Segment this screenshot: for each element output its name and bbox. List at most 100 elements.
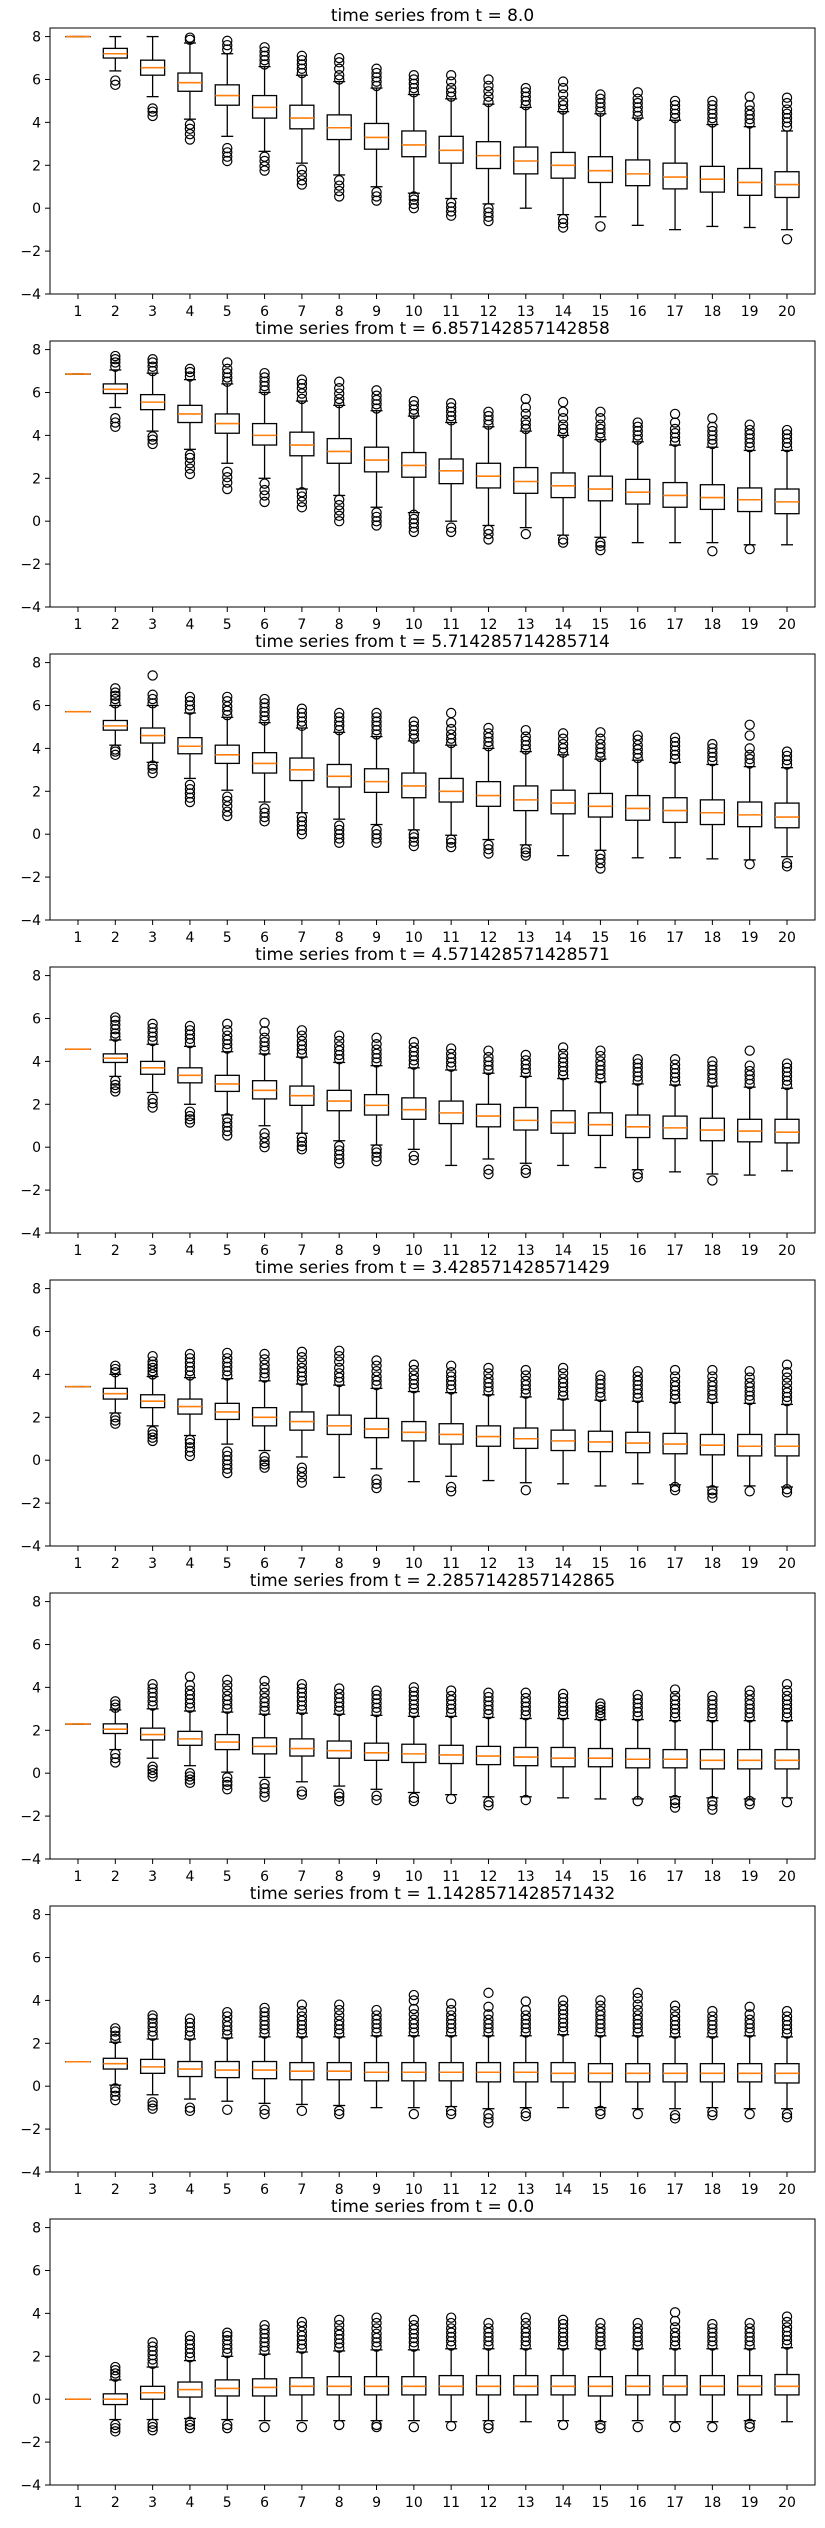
outlier-point (110, 2419, 121, 2431)
outlier-point (557, 1065, 569, 1077)
x-tick-label: 7 (297, 1869, 306, 1885)
outlier-point (259, 1372, 270, 1383)
x-tick-label: 6 (260, 617, 269, 633)
outlier-point (408, 733, 420, 744)
outlier-point (595, 863, 606, 874)
x-tick-label: 10 (405, 930, 423, 946)
outlier-point (744, 2331, 755, 2343)
iqr-box (774, 1433, 800, 1457)
box-15 (587, 1698, 614, 1800)
outlier-point (445, 1486, 457, 1497)
outlier-point (184, 1117, 196, 1128)
outlier-point (632, 1062, 643, 1074)
outlier-point (147, 1678, 158, 1690)
outlier-point (669, 112, 681, 124)
box-13 (513, 1364, 539, 1496)
box-5 (214, 35, 240, 167)
outlier-point (110, 1079, 121, 1091)
box-14 (550, 1042, 576, 1167)
outlier-point (669, 1389, 681, 1400)
outlier-point (371, 520, 382, 531)
x-tick-label: 16 (629, 1243, 647, 1259)
outlier-point (483, 1696, 494, 1707)
outlier-point (595, 537, 606, 548)
outlier-point (334, 376, 345, 387)
outlier-point (669, 1690, 681, 1702)
outlier-point (408, 513, 420, 525)
outlier-point (296, 2343, 308, 2354)
outlier-point (371, 1365, 382, 1377)
outlier-point (707, 1077, 718, 1089)
y-tick-label: 0 (32, 1766, 41, 1782)
x-tick-label: 3 (148, 1556, 157, 1572)
outlier-point (259, 807, 270, 818)
box-7 (289, 50, 315, 190)
outlier-point (781, 1796, 793, 1808)
outlier-point (222, 2419, 233, 2431)
outlier-point (445, 402, 457, 413)
outlier-point (557, 100, 569, 111)
x-tick-label: 13 (517, 1556, 535, 1572)
outlier-point (110, 1083, 121, 1094)
outlier-point (557, 2331, 569, 2343)
outlier-point (259, 1354, 270, 1365)
outlier-point (744, 419, 755, 430)
x-tick-label: 10 (405, 2182, 423, 2198)
outlier-point (259, 46, 270, 57)
box-19 (737, 91, 763, 229)
outlier-point (371, 1790, 382, 1801)
outlier-point (669, 1798, 681, 1809)
x-tick-label: 4 (185, 1869, 194, 1885)
outlier-point (669, 2028, 681, 2039)
outlier-point (781, 104, 793, 115)
iqr-box (550, 1746, 576, 1768)
y-tick-label: 6 (32, 1950, 41, 1966)
outlier-point (669, 108, 681, 120)
box-13 (513, 1049, 539, 1179)
outlier-point (520, 100, 531, 111)
box-10 (401, 395, 427, 538)
outlier-point (744, 1074, 755, 1085)
outlier-point (557, 1057, 569, 1068)
box-10 (401, 69, 427, 214)
x-tick-label: 2 (111, 1869, 120, 1885)
outlier-point (110, 2023, 121, 2034)
box-9 (363, 2312, 390, 2433)
outlier-point (483, 2023, 494, 2034)
outlier-point (781, 1058, 793, 1069)
outlier-point (371, 72, 382, 83)
outlier-point (222, 1117, 233, 1128)
box-3 (139, 1018, 166, 1113)
box-4 (177, 1020, 203, 1128)
y-tick-label: −2 (20, 870, 41, 886)
outlier-point (557, 1368, 569, 1379)
outlier-point (184, 1434, 196, 1446)
outlier-point (147, 1027, 158, 1038)
outlier-point (595, 221, 606, 232)
outlier-point (781, 1483, 793, 1495)
x-tick-label: 20 (778, 1869, 796, 1885)
outlier-point (334, 1356, 345, 1367)
outlier-point (744, 1707, 755, 1719)
outlier-point (184, 134, 196, 145)
x-tick-label: 4 (185, 304, 194, 320)
outlier-point (371, 2023, 382, 2034)
outlier-point (147, 431, 158, 442)
outlier-point (222, 2330, 233, 2342)
outlier-point (707, 425, 718, 437)
outlier-point (520, 735, 531, 747)
outlier-point (222, 2006, 233, 2018)
outlier-point (184, 1365, 196, 1377)
outlier-point (707, 2106, 718, 2118)
outlier-point (520, 1167, 531, 1179)
outlier-point (445, 82, 457, 94)
outlier-point (184, 128, 196, 140)
outlier-point (334, 175, 345, 186)
outlier-point (222, 2339, 233, 2350)
outlier-point (222, 372, 233, 383)
outlier-point (781, 2028, 793, 2039)
outlier-point (259, 2324, 270, 2335)
outlier-point (557, 2009, 569, 2020)
outlier-point (259, 2337, 270, 2348)
outlier-point (483, 1368, 494, 1379)
